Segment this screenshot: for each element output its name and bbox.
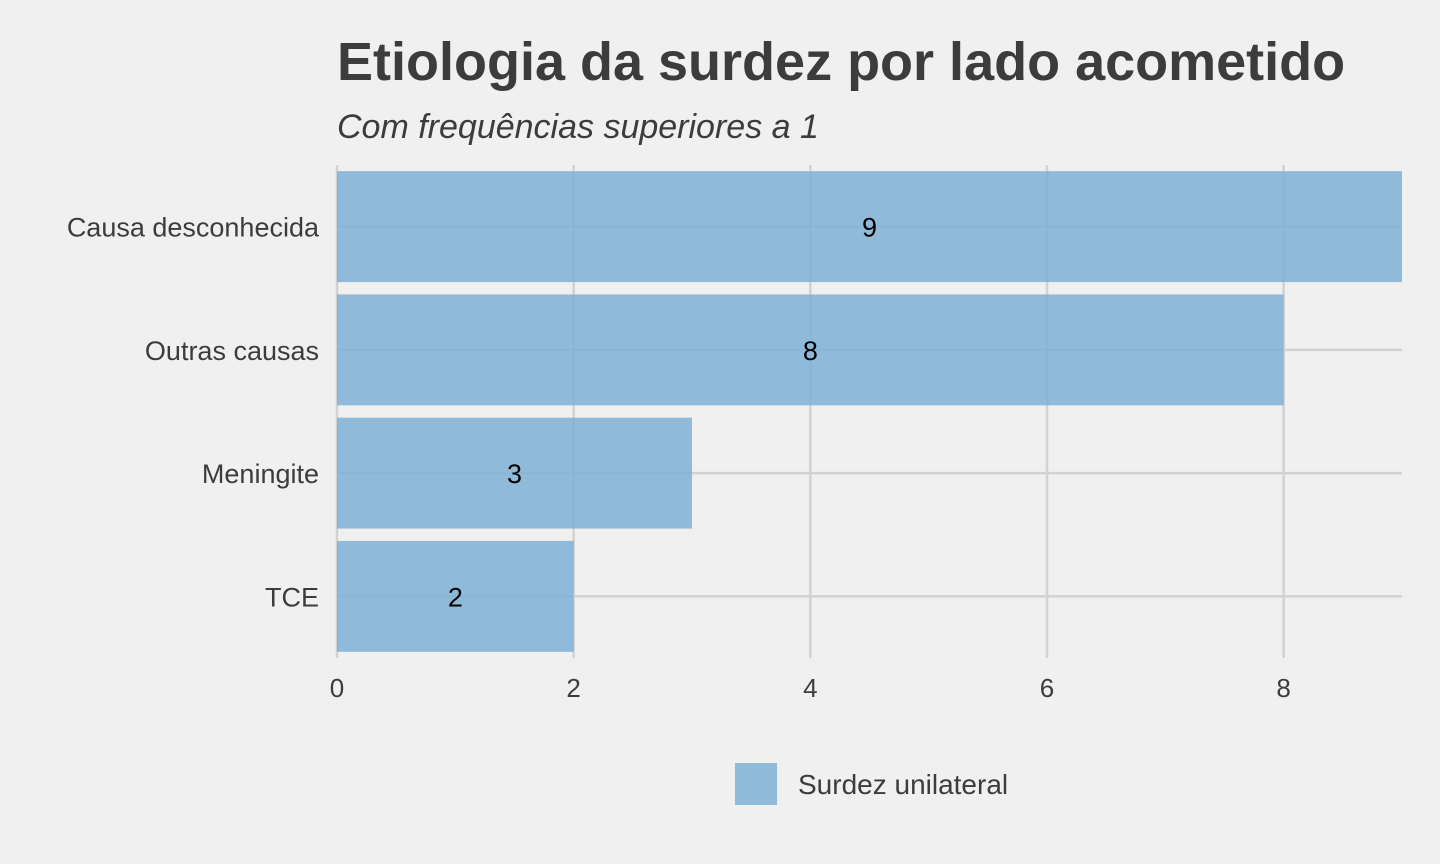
x-tick-label: 8 xyxy=(1276,673,1290,703)
label-layer: 9 8 3 2 xyxy=(448,213,877,613)
x-tick-label: 2 xyxy=(566,673,580,703)
data-label: 8 xyxy=(803,336,818,366)
bar xyxy=(337,294,1284,406)
bar xyxy=(337,171,1402,283)
legend-swatch xyxy=(735,763,777,805)
chart-subtitle: Com frequências superiores a 1 xyxy=(337,108,819,146)
data-label: 2 xyxy=(448,582,463,612)
x-tick-label: 0 xyxy=(330,673,344,703)
data-label: 3 xyxy=(507,459,522,489)
category-label: Outras causas xyxy=(145,336,319,366)
bar-layer xyxy=(337,171,1402,652)
axis-layer: Causa desconhecida Outras causas Meningite… xyxy=(67,213,1291,703)
x-tick-label: 6 xyxy=(1040,673,1054,703)
legend: Surdez unilateral xyxy=(735,763,1008,805)
category-label: Meningite xyxy=(202,459,319,489)
bar xyxy=(337,417,692,529)
category-label: Causa desconhecida xyxy=(67,213,320,243)
bar xyxy=(337,540,574,652)
data-label: 9 xyxy=(862,213,877,243)
chart-title: Etiologia da surdez por lado acometido xyxy=(337,32,1345,92)
category-label: TCE xyxy=(265,582,319,612)
x-tick-label: 4 xyxy=(803,673,817,703)
legend-label: Surdez unilateral xyxy=(798,769,1008,800)
